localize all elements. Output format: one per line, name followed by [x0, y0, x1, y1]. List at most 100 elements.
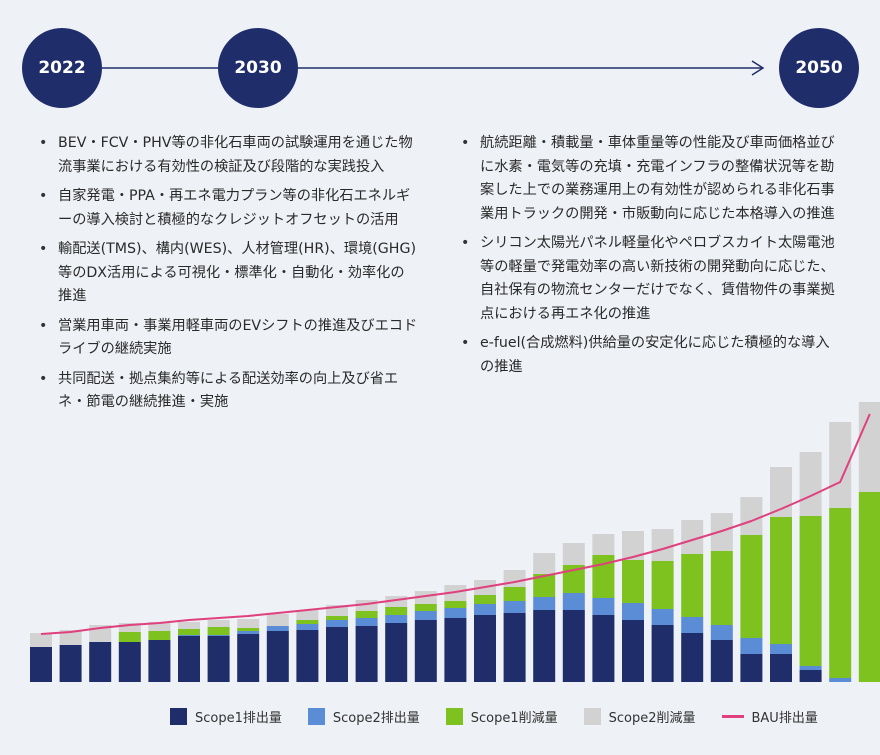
bar-2023-series-4 [59, 630, 82, 645]
bar-2032-series-3 [326, 616, 348, 620]
bar-2042-series-1 [622, 620, 644, 682]
bar-2027-series-2 [178, 635, 200, 636]
left-measure-item: 輸配送(TMS)、構内(WES)、人材管理(HR)、環境(GHG)等のDX活用に… [33, 238, 418, 309]
left-measures-column: BEV・FCV・PHV等の非化石車両の試験運用を通じた物流事業における有効性の検… [33, 132, 418, 421]
bar-2040-series-1 [562, 610, 585, 682]
bar-2041-series-4 [592, 534, 615, 555]
legend-label-scope1: Scope1排出量 [195, 710, 282, 726]
legend-item-scope1: Scope1排出量 [170, 707, 282, 726]
bar-2033-series-4 [355, 600, 378, 611]
right-measures-column: 航続距離・積載量・車体重量等の性能及び車両価格並びに水素・電気等の充填・充電イン… [455, 132, 840, 385]
bar-2048-series-2 [799, 666, 822, 670]
bar-2027-series-4 [178, 622, 200, 629]
chart-legend: Scope1排出量 Scope2排出量 Scope1削減量 Scope2削減量 … [170, 706, 844, 726]
bar-2029-series-4 [237, 619, 260, 628]
bar-2038-series-2 [503, 601, 526, 613]
bar-2038-series-1 [503, 613, 526, 682]
bar-2028-series-1 [207, 636, 230, 682]
bar-2033-series-2 [355, 618, 378, 626]
bar-2044-series-2 [681, 617, 704, 633]
bar-2044-series-3 [681, 554, 704, 617]
bar-2034-series-4 [385, 596, 408, 607]
legend-item-bau: BAU排出量 [721, 707, 818, 726]
bar-2044-series-1 [681, 633, 704, 682]
left-measure-item: BEV・FCV・PHV等の非化石車両の試験運用を通じた物流事業における有効性の検… [33, 132, 418, 179]
bar-2026-series-4 [148, 622, 171, 631]
bar-2029-series-3 [237, 628, 260, 631]
bar-2049-series-2 [829, 678, 852, 682]
bar-2045-series-1 [710, 640, 733, 682]
bar-2034-series-2 [385, 615, 408, 623]
bar-2029-series-1 [237, 634, 260, 682]
bar-2039-series-3 [533, 574, 556, 597]
bar-2037-series-2 [474, 604, 496, 615]
bar-2041-series-1 [592, 615, 615, 682]
bar-2035-series-2 [414, 611, 437, 620]
legend-label-bau: BAU排出量 [751, 710, 818, 726]
timeline-arrow-icon [751, 60, 765, 76]
bar-2042-series-2 [622, 603, 644, 620]
year-2030-circle: 2030 [218, 28, 298, 108]
legend-item-scope2-reduction: Scope2削減量 [583, 707, 696, 726]
bar-2036-series-2 [444, 608, 467, 618]
bar-2035-series-1 [414, 620, 437, 682]
bar-2028-series-4 [207, 620, 230, 627]
legend-item-scope1-reduction: Scope1削減量 [445, 707, 558, 726]
bar-2046-series-1 [740, 654, 763, 682]
right-measure-item: e-fuel(合成燃料)供給量の安定化に応じた積極的な導入の推進 [455, 332, 840, 379]
legend-swatch-scope2-reduction [583, 707, 601, 725]
left-measure-item: 共同配送・拠点集約等による配送効率の向上及び省エネ・節電の継続推進・実施 [33, 368, 418, 415]
bar-2050-series-3 [858, 492, 880, 682]
bar-2030-series-1 [266, 631, 289, 682]
bar-2046-series-2 [740, 638, 763, 654]
bar-2042-series-4 [622, 531, 644, 560]
bar-2043-series-2 [651, 609, 674, 625]
bar-2027-series-1 [178, 636, 200, 682]
bar-2046-series-3 [740, 535, 763, 638]
bar-2033-series-1 [355, 626, 378, 682]
bar-2047-series-4 [770, 467, 792, 517]
bar-2043-series-1 [651, 625, 674, 682]
bar-2022-series-1 [30, 647, 52, 682]
bar-2027-series-3 [178, 629, 200, 635]
bar-2045-series-3 [710, 551, 733, 625]
bar-2030-series-2 [266, 626, 289, 631]
bar-2031-series-1 [296, 630, 319, 682]
bar-2025-series-4 [118, 623, 141, 632]
bar-2026-series-3 [148, 631, 171, 640]
bar-2038-series-4 [503, 570, 526, 587]
bar-2047-series-3 [770, 517, 792, 644]
bar-2048-series-4 [799, 452, 822, 516]
year-2022-circle: 2022 [22, 28, 102, 108]
bar-2029-series-2 [237, 631, 260, 634]
legend-label-scope1-reduction: Scope1削減量 [470, 710, 558, 726]
bar-2050-series-4 [858, 402, 880, 492]
bar-2032-series-2 [326, 620, 348, 627]
legend-item-scope2: Scope2排出量 [307, 707, 420, 726]
bar-2022-series-4 [30, 633, 52, 647]
bar-2047-series-2 [770, 644, 792, 654]
bar-2044-series-4 [681, 520, 704, 554]
bar-2039-series-4 [533, 553, 556, 574]
bar-2026-series-1 [148, 640, 171, 682]
bar-2032-series-4 [326, 605, 348, 616]
bar-2042-series-3 [622, 560, 644, 603]
bar-2043-series-3 [651, 561, 674, 609]
bar-2039-series-2 [533, 597, 556, 610]
bar-2035-series-3 [414, 604, 437, 611]
emissions-chart [30, 402, 880, 682]
bar-2041-series-2 [592, 598, 615, 615]
legend-label-scope2-reduction: Scope2削減量 [608, 710, 696, 726]
legend-swatch-scope1-reduction [445, 707, 463, 725]
bar-2040-series-2 [562, 593, 585, 610]
bar-2031-series-2 [296, 624, 319, 630]
bar-2030-series-4 [266, 614, 289, 626]
left-measure-item: 営業用車両・事業用軽車両のEVシフトの推進及びエコドライブの継続実施 [33, 315, 418, 362]
bar-2037-series-3 [474, 595, 496, 604]
bar-2048-series-3 [799, 516, 822, 666]
bar-2028-series-3 [207, 627, 230, 635]
year-2050-circle: 2050 [779, 28, 859, 108]
bar-2048-series-1 [799, 670, 822, 682]
bar-2040-series-4 [562, 543, 585, 565]
bar-2032-series-1 [326, 627, 348, 682]
